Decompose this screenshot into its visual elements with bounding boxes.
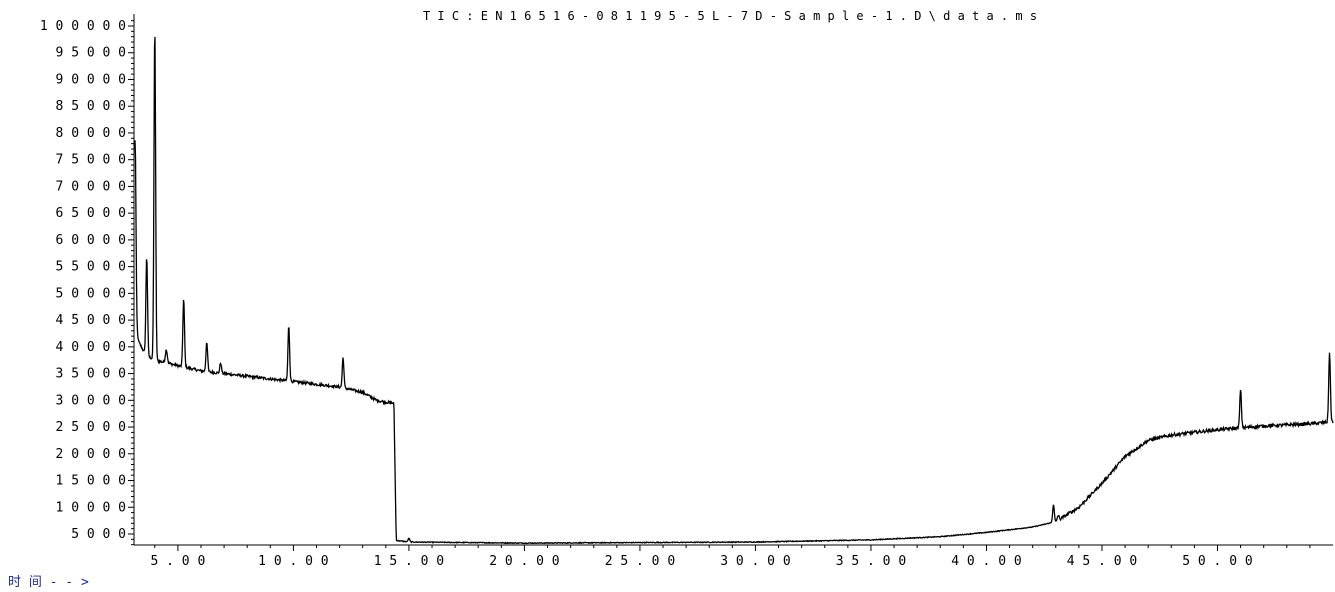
y-tick-label: 4 5 0 0 0 — [56, 313, 126, 328]
y-major-ticks: 5 0 0 0 1 0 0 0 0 1 5 0 0 0 2 0 0 0 0 2 5 0 … — [40, 19, 134, 542]
y-tick-label: 5 0 0 0 — [71, 527, 126, 542]
x-major-ticks: 5 . 0 0 1 0 . 0 0 1 5 . 0 0 2 0 . 0 0 2 5 . … — [150, 545, 1253, 569]
y-tick-label: 7 0 0 0 0 — [56, 179, 126, 194]
y-tick-label: 3 0 0 0 0 — [56, 393, 126, 408]
x-tick-label: 3 0 . 0 0 — [720, 554, 790, 569]
y-tick-label: 2 5 0 0 0 — [56, 420, 126, 435]
x-tick-label: 3 5 . 0 0 — [836, 554, 906, 569]
y-tick-label: 2 0 0 0 0 — [56, 447, 126, 462]
x-axis-label: 时 间 - - > — [8, 575, 89, 590]
y-tick-label: 6 0 0 0 0 — [56, 233, 126, 248]
y-tick-label: 4 0 0 0 0 — [56, 340, 126, 355]
x-minor-ticks — [154, 545, 1311, 548]
x-tick-label: 5 . 0 0 — [150, 554, 205, 569]
y-tick-label: 1 0 0 0 0 — [56, 500, 126, 515]
y-tick-label: 8 5 0 0 0 — [56, 99, 126, 114]
y-minor-ticks — [131, 20, 134, 546]
y-tick-label: 3 5 0 0 0 — [56, 367, 126, 382]
y-tick-label: 1 0 0 0 0 0 — [40, 19, 126, 34]
series-layer — [134, 36, 1334, 545]
y-tick-label: 8 0 0 0 0 — [56, 126, 126, 141]
y-tick-label: 9 5 0 0 0 — [56, 46, 126, 61]
x-tick-label: 4 0 . 0 0 — [951, 554, 1021, 569]
y-tick-label: 6 5 0 0 0 — [56, 206, 126, 221]
chart-title: T I C : E N 1 6 5 1 6 - 0 8 1 1 9 5 - 5 … — [423, 9, 1037, 23]
tic-trace-line — [134, 36, 1334, 545]
y-tick-label: 5 0 0 0 0 — [56, 286, 126, 301]
x-tick-label: 4 5 . 0 0 — [1067, 554, 1137, 569]
x-tick-label: 5 0 . 0 0 — [1182, 554, 1252, 569]
x-tick-label: 1 5 . 0 0 — [374, 554, 444, 569]
y-tick-label: 1 5 0 0 0 — [56, 474, 126, 489]
x-tick-label: 2 0 . 0 0 — [489, 554, 559, 569]
y-tick-label: 9 0 0 0 0 — [56, 72, 126, 87]
plot-area: 5 0 0 0 1 0 0 0 0 1 5 0 0 0 2 0 0 0 0 2 5 0 … — [40, 14, 1334, 569]
y-tick-label: 7 5 0 0 0 — [56, 153, 126, 168]
x-tick-label: 1 0 . 0 0 — [258, 554, 328, 569]
x-tick-label: 2 5 . 0 0 — [605, 554, 675, 569]
y-tick-label: 5 5 0 0 0 — [56, 260, 126, 275]
